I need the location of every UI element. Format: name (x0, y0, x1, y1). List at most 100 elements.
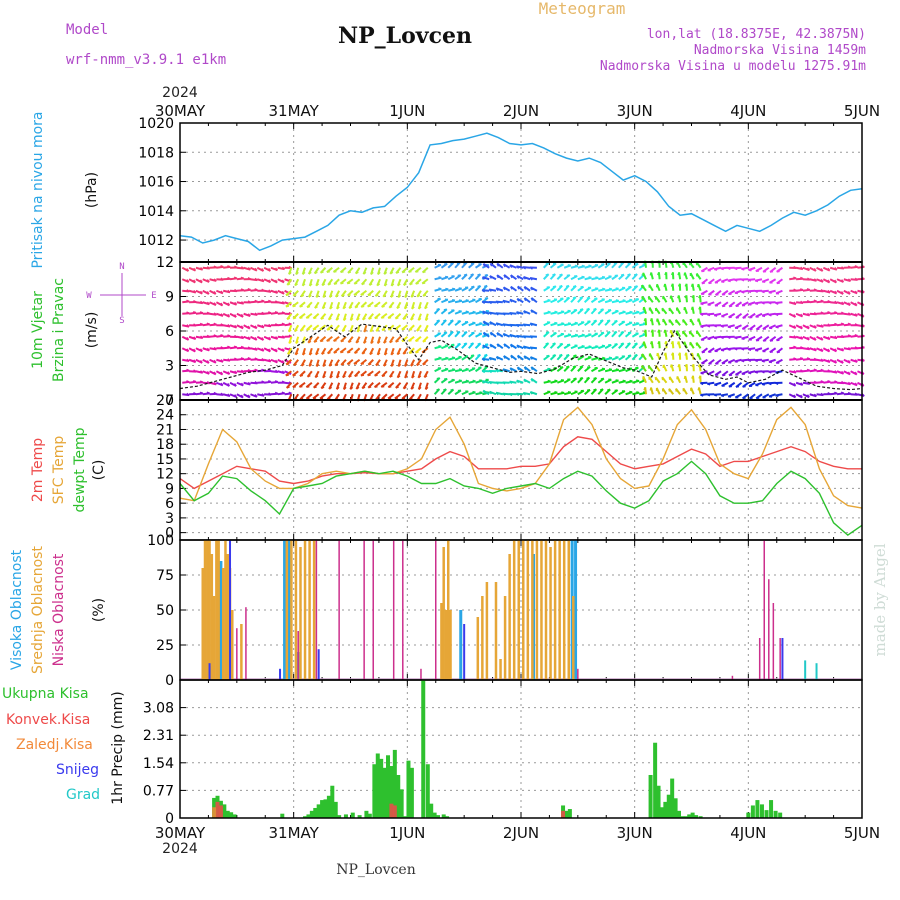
wind-arrow-head (714, 268, 718, 271)
wind-arrow-head (355, 340, 360, 344)
wind-arrow-head (768, 382, 772, 386)
wind-arrow-head (254, 381, 258, 384)
wind-arrow-head (470, 273, 474, 276)
wind-arrow-head (220, 302, 224, 306)
y-tick-label: 6 (165, 496, 174, 512)
wind-arrow-head (748, 372, 752, 375)
wind-arrow-head (529, 356, 533, 360)
wind-arrow-head (347, 271, 352, 274)
cloud-mid-bar (226, 554, 229, 680)
wind-arrow-head (294, 283, 299, 287)
wind-arrow-head (529, 322, 533, 327)
wind-arrow-head (747, 348, 752, 351)
wind-arrow-head (233, 314, 237, 318)
wind-arrow-head (813, 288, 818, 292)
wind-arrow-head (595, 345, 599, 348)
wind-arrow-head (841, 266, 845, 270)
wind-arrow-head (581, 344, 585, 348)
wind-arrow-head (220, 392, 224, 396)
wind-arrow-head (561, 322, 565, 325)
wind-arrow-head (629, 390, 633, 393)
wind-arrow-head (840, 291, 844, 295)
wind-arrow-head (516, 344, 520, 349)
wind-arrow-head (627, 354, 632, 357)
wind-arrow-head (834, 267, 838, 271)
wind-arrow-head (286, 386, 290, 389)
wind-arrow-head (806, 357, 811, 360)
wind-arrow-head (561, 391, 565, 394)
wind-arrow-head (383, 363, 387, 367)
wind-arrow-head (240, 369, 245, 373)
wind-arrow-head (247, 313, 251, 317)
wind-arrow-head (340, 340, 344, 343)
wind-arrow-head (636, 391, 640, 394)
wind-arrow-head (482, 390, 486, 394)
cloud-mid-bar (290, 540, 293, 680)
wind-arrow-head (847, 291, 851, 295)
wind-arrow-head (443, 308, 447, 311)
wind-arrow-head (213, 334, 217, 337)
wind-arrow-head (193, 369, 197, 373)
wind-arrow-head (233, 383, 237, 387)
wind-arrow-head (401, 328, 405, 331)
wind-arrow-head (677, 272, 680, 276)
wind-arrow-head (813, 337, 817, 341)
wind-arrow-head (484, 273, 488, 277)
wind-arrow-head (523, 355, 527, 360)
wind-arrow-head (354, 282, 358, 285)
model-altitude-label: Nadmorska Visina u modelu 1275.91m (600, 59, 866, 74)
wind-arrow-head (227, 323, 231, 328)
wind-arrow-head (302, 352, 306, 356)
wind-arrow-head (593, 307, 597, 311)
footer-station: NP_Lovcen (336, 862, 415, 878)
wind-arrow-head (558, 353, 563, 357)
wind-arrow-head (247, 288, 251, 291)
wind-arrow-head (384, 283, 388, 287)
wind-arrow-head (734, 360, 738, 363)
wind-arrow-head (827, 289, 831, 294)
cloud-mid-bar (508, 554, 511, 680)
wind-arrow-head (333, 282, 338, 285)
wind-arrow-head (761, 301, 765, 305)
wind-arrow-head (793, 276, 797, 279)
cloud-mid-bar (231, 610, 234, 680)
wind-arrow-head (496, 263, 500, 267)
wind-arrow-head (227, 289, 231, 293)
wind-arrow-head (410, 386, 415, 390)
wind-arrow-head (484, 353, 488, 357)
wind-arrow-head (698, 375, 701, 379)
wind-arrow-head (281, 311, 286, 314)
y-tick-label: 25 (156, 638, 174, 654)
cloud-high-bar (459, 610, 463, 680)
wind-arrow-head (479, 310, 483, 313)
y-tick-label: 3.08 (143, 701, 174, 717)
y-tick-label: 1012 (138, 233, 174, 249)
wind-arrow-head (472, 390, 476, 394)
x-axis-top: 30MAY 31MAY 1JUN 2JUN 3JUN 4JUN 5JUN (155, 102, 880, 120)
wind-arrow-head (813, 267, 817, 272)
x-tick-label-bottom: 3JUN (617, 824, 653, 842)
wind-arrow-head (349, 329, 353, 333)
wind-arrow-head (827, 323, 831, 327)
wind-arrow-head (649, 272, 652, 276)
wind-arrow-head (268, 336, 272, 341)
wind-arrow-head (586, 296, 590, 299)
wind-arrow-head (213, 359, 217, 364)
wind-arrow-head (288, 329, 292, 333)
wind-arrow-head (657, 340, 660, 345)
wind-arrow-head (502, 286, 506, 291)
wind-arrow-head (754, 371, 759, 374)
cloud-mid-bar (203, 540, 207, 680)
precip-total-bar (746, 812, 751, 818)
pressure-series-label: Pritisak na nivou mora (30, 111, 46, 268)
temperature-panel: 2m Temp SFC Temp dewpt Temp (C) 03691215… (30, 393, 863, 542)
wind-arrow-head (186, 392, 190, 396)
temp-unit-label: (C) (91, 460, 107, 481)
wind-arrow-head (813, 325, 817, 329)
wind-arrow-head (320, 271, 324, 274)
cloud-mid-bar (224, 540, 227, 680)
wind-arrow-head (643, 329, 647, 333)
y-tick-label: 0 (165, 811, 174, 827)
wind-arrow-head (834, 279, 838, 283)
precip-total-bar (648, 774, 653, 818)
